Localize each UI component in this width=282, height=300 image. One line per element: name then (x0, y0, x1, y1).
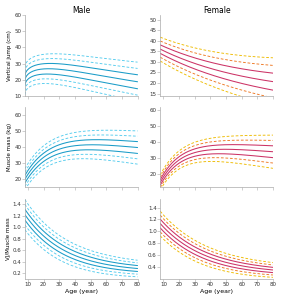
Y-axis label: Muscle mass (kg): Muscle mass (kg) (7, 123, 12, 171)
X-axis label: Age (year): Age (year) (200, 290, 233, 294)
X-axis label: Age (year): Age (year) (65, 290, 98, 294)
Title: Female: Female (203, 6, 230, 15)
Y-axis label: Vertical jump (cm): Vertical jump (cm) (7, 30, 12, 81)
Y-axis label: VJ/Muscle mass: VJ/Muscle mass (6, 218, 10, 260)
Title: Male: Male (72, 6, 90, 15)
